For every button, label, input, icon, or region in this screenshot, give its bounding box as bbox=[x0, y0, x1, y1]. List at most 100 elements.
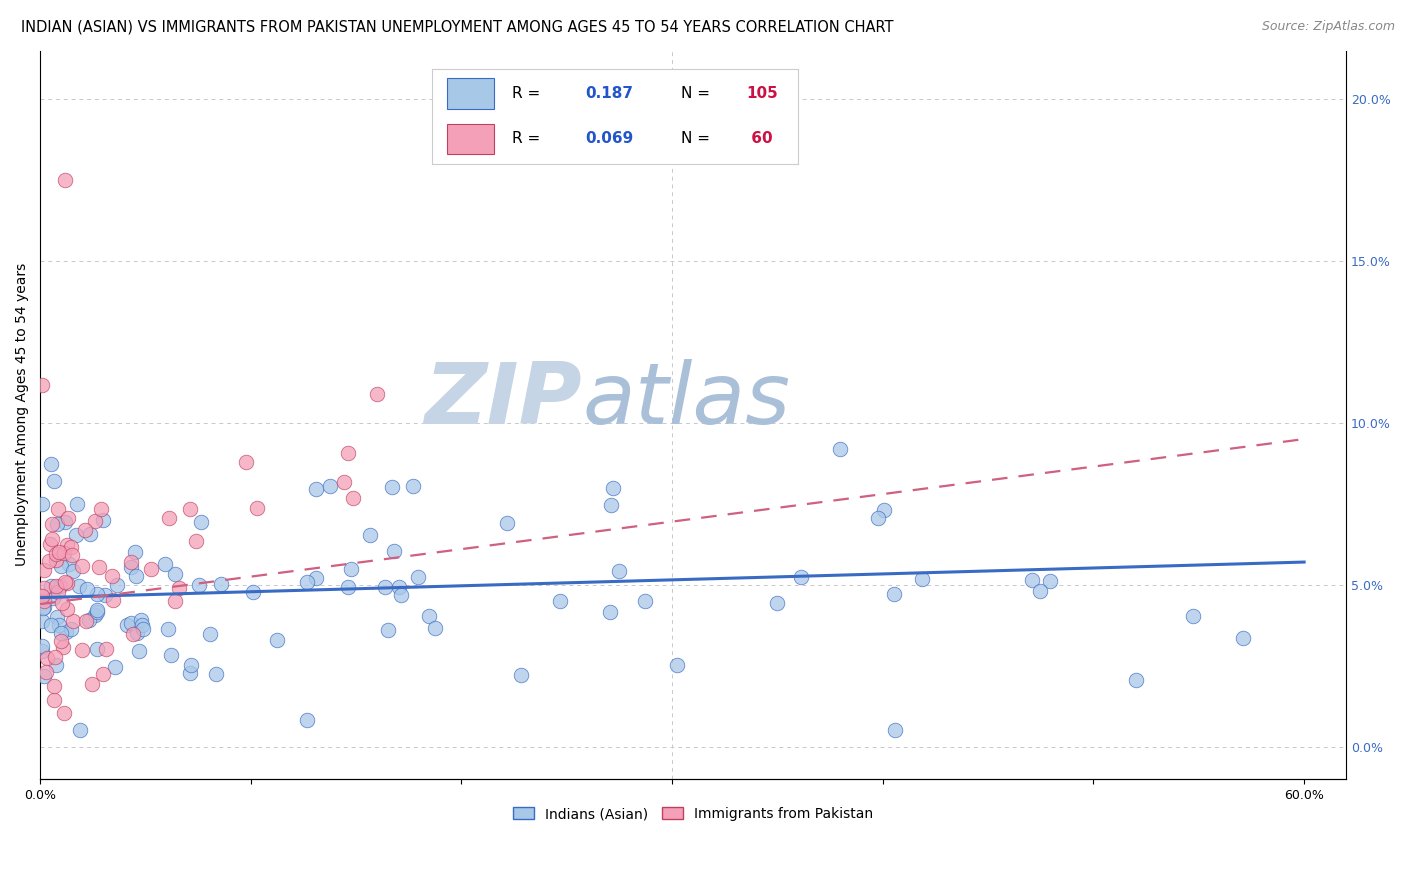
Point bbox=[53, 515, 76, 529]
Point bbox=[39, 457, 62, 471]
Point bbox=[52, 706, 75, 721]
Point bbox=[91, 667, 114, 681]
Point bbox=[883, 587, 905, 601]
Point bbox=[51, 626, 73, 640]
Point bbox=[32, 594, 55, 608]
Point bbox=[131, 613, 153, 627]
Point bbox=[42, 680, 65, 694]
Point bbox=[56, 602, 79, 616]
Point bbox=[402, 478, 425, 492]
Point bbox=[70, 558, 93, 573]
Point bbox=[45, 658, 67, 673]
Point bbox=[131, 618, 153, 632]
Point bbox=[510, 668, 533, 682]
Point bbox=[374, 580, 396, 594]
Point bbox=[333, 475, 356, 490]
Point bbox=[665, 658, 688, 673]
Point bbox=[80, 677, 103, 691]
Point bbox=[165, 594, 187, 608]
Point bbox=[31, 589, 53, 603]
Point bbox=[155, 558, 177, 572]
Point bbox=[79, 526, 101, 541]
Point bbox=[406, 569, 429, 583]
Point bbox=[337, 580, 360, 594]
Point bbox=[180, 657, 202, 672]
Point bbox=[828, 442, 851, 457]
Point bbox=[67, 579, 90, 593]
Point bbox=[101, 569, 124, 583]
Point bbox=[76, 582, 98, 597]
Point bbox=[86, 605, 108, 619]
Point bbox=[336, 446, 359, 460]
Point bbox=[339, 562, 361, 576]
Point bbox=[157, 511, 180, 525]
Point bbox=[160, 648, 183, 662]
Point bbox=[32, 563, 55, 577]
Point bbox=[235, 455, 257, 469]
Point bbox=[1029, 584, 1052, 599]
Point bbox=[39, 579, 62, 593]
Point bbox=[46, 502, 69, 516]
Point bbox=[607, 564, 630, 578]
Point bbox=[55, 173, 77, 187]
Point bbox=[44, 649, 66, 664]
Point bbox=[94, 588, 117, 602]
Point bbox=[32, 601, 55, 615]
Point bbox=[60, 548, 83, 562]
Point bbox=[35, 665, 58, 680]
Point bbox=[45, 548, 67, 562]
Point bbox=[49, 634, 72, 648]
Point bbox=[186, 534, 208, 549]
Point bbox=[105, 578, 128, 592]
Point bbox=[1125, 673, 1147, 687]
Point bbox=[53, 574, 76, 589]
Point bbox=[377, 624, 399, 638]
Point bbox=[122, 627, 145, 641]
Point bbox=[31, 644, 53, 658]
Point bbox=[1038, 574, 1060, 588]
Point bbox=[179, 665, 201, 680]
Point bbox=[548, 593, 571, 607]
Point bbox=[204, 667, 226, 681]
Point bbox=[94, 642, 117, 657]
Point bbox=[34, 669, 56, 683]
Point bbox=[104, 659, 127, 673]
Point bbox=[48, 579, 70, 593]
Point bbox=[55, 624, 77, 639]
Point bbox=[246, 501, 269, 516]
Point bbox=[359, 528, 381, 542]
Point bbox=[45, 579, 67, 593]
Point bbox=[41, 516, 63, 531]
Text: ZIP: ZIP bbox=[425, 359, 582, 442]
Point bbox=[297, 714, 319, 728]
Point bbox=[128, 644, 150, 658]
Point bbox=[46, 517, 69, 532]
Point bbox=[911, 572, 934, 586]
Point bbox=[38, 553, 60, 567]
Point bbox=[62, 614, 84, 628]
Point bbox=[200, 626, 222, 640]
Point bbox=[1021, 574, 1043, 588]
Point bbox=[600, 498, 623, 512]
Point bbox=[39, 617, 62, 632]
Point bbox=[56, 510, 79, 524]
Point bbox=[58, 557, 80, 571]
Point bbox=[165, 566, 187, 581]
Point bbox=[388, 581, 411, 595]
Point bbox=[79, 613, 101, 627]
Point bbox=[295, 575, 318, 590]
Point bbox=[381, 480, 404, 494]
Point bbox=[31, 377, 53, 392]
Point bbox=[188, 577, 211, 591]
Y-axis label: Unemployment Among Ages 45 to 54 years: Unemployment Among Ages 45 to 54 years bbox=[15, 263, 30, 566]
Point bbox=[602, 481, 624, 495]
Point bbox=[90, 502, 112, 516]
Point bbox=[634, 594, 657, 608]
Point bbox=[418, 608, 440, 623]
Point bbox=[31, 639, 53, 653]
Text: INDIAN (ASIAN) VS IMMIGRANTS FROM PAKISTAN UNEMPLOYMENT AMONG AGES 45 TO 54 YEAR: INDIAN (ASIAN) VS IMMIGRANTS FROM PAKIST… bbox=[21, 20, 894, 35]
Point bbox=[45, 553, 67, 567]
Legend: Indians (Asian), Immigrants from Pakistan: Indians (Asian), Immigrants from Pakista… bbox=[508, 802, 879, 827]
Point bbox=[115, 618, 138, 632]
Point bbox=[42, 693, 65, 707]
